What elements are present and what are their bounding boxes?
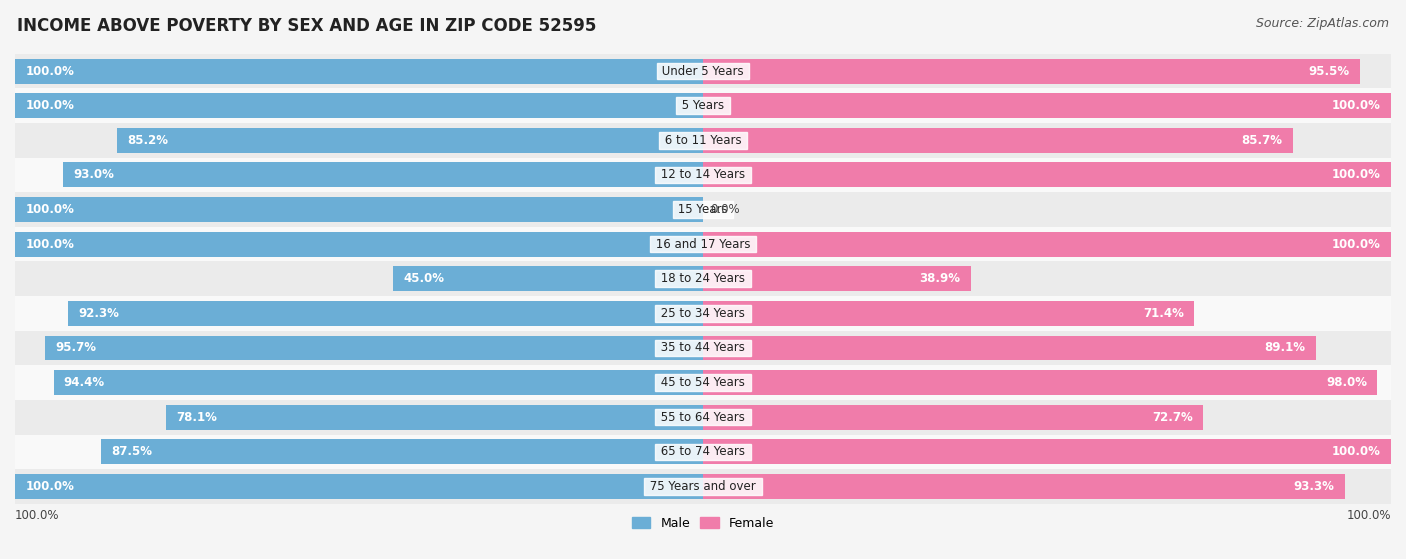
Bar <box>45 335 703 361</box>
Text: 100.0%: 100.0% <box>1331 168 1381 181</box>
Bar <box>703 405 1204 430</box>
Bar <box>394 266 703 291</box>
Text: 100.0%: 100.0% <box>1331 238 1381 250</box>
Text: 16 and 17 Years: 16 and 17 Years <box>652 238 754 250</box>
Text: 78.1%: 78.1% <box>176 411 217 424</box>
Bar <box>703 128 1292 153</box>
Bar <box>15 227 1391 262</box>
Text: 85.7%: 85.7% <box>1241 134 1282 147</box>
Bar <box>703 370 1378 395</box>
Text: 92.3%: 92.3% <box>79 307 120 320</box>
Text: 100.0%: 100.0% <box>25 64 75 78</box>
Text: 100.0%: 100.0% <box>15 509 59 522</box>
Bar <box>703 301 1194 326</box>
Bar <box>15 469 1391 504</box>
Text: 100.0%: 100.0% <box>1331 99 1381 112</box>
Text: 100.0%: 100.0% <box>25 99 75 112</box>
Text: 5 Years: 5 Years <box>678 99 728 112</box>
Bar <box>703 474 1346 499</box>
Bar <box>15 434 1391 469</box>
Text: 93.0%: 93.0% <box>73 168 114 181</box>
Text: 98.0%: 98.0% <box>1326 376 1367 389</box>
Bar <box>15 296 1391 331</box>
Bar <box>15 365 1391 400</box>
Text: 75 Years and over: 75 Years and over <box>647 480 759 493</box>
Bar <box>15 192 1391 227</box>
Bar <box>15 88 1391 123</box>
Text: 18 to 24 Years: 18 to 24 Years <box>657 272 749 285</box>
Text: 100.0%: 100.0% <box>25 238 75 250</box>
Bar <box>15 231 703 257</box>
Text: 35 to 44 Years: 35 to 44 Years <box>657 342 749 354</box>
Bar <box>15 123 1391 158</box>
Bar <box>15 262 1391 296</box>
Bar <box>15 59 703 83</box>
Bar <box>703 163 1391 187</box>
Bar <box>15 54 1391 88</box>
Text: 55 to 64 Years: 55 to 64 Years <box>657 411 749 424</box>
Text: 45 to 54 Years: 45 to 54 Years <box>657 376 749 389</box>
Text: 72.7%: 72.7% <box>1152 411 1192 424</box>
Text: 100.0%: 100.0% <box>25 203 75 216</box>
Text: 6 to 11 Years: 6 to 11 Years <box>661 134 745 147</box>
Bar <box>703 266 970 291</box>
Text: 65 to 74 Years: 65 to 74 Years <box>657 446 749 458</box>
Text: 100.0%: 100.0% <box>25 480 75 493</box>
Bar <box>703 335 1316 361</box>
Bar <box>15 93 703 118</box>
Bar <box>15 400 1391 434</box>
Text: 100.0%: 100.0% <box>1347 509 1391 522</box>
Bar <box>101 439 703 465</box>
Bar <box>15 197 703 222</box>
Bar <box>703 439 1391 465</box>
Bar <box>15 474 703 499</box>
Bar <box>15 158 1391 192</box>
Bar <box>703 93 1391 118</box>
Text: 71.4%: 71.4% <box>1143 307 1184 320</box>
Text: 95.7%: 95.7% <box>55 342 96 354</box>
Text: 0.0%: 0.0% <box>710 203 740 216</box>
Bar <box>67 301 703 326</box>
Text: INCOME ABOVE POVERTY BY SEX AND AGE IN ZIP CODE 52595: INCOME ABOVE POVERTY BY SEX AND AGE IN Z… <box>17 17 596 35</box>
Text: 15 Years: 15 Years <box>675 203 731 216</box>
Text: 38.9%: 38.9% <box>920 272 960 285</box>
Bar <box>166 405 703 430</box>
Bar <box>703 59 1360 83</box>
Bar <box>53 370 703 395</box>
Text: 85.2%: 85.2% <box>127 134 169 147</box>
Text: 100.0%: 100.0% <box>1331 446 1381 458</box>
Legend: Male, Female: Male, Female <box>627 512 779 535</box>
Text: Source: ZipAtlas.com: Source: ZipAtlas.com <box>1256 17 1389 30</box>
Text: 25 to 34 Years: 25 to 34 Years <box>657 307 749 320</box>
Text: 87.5%: 87.5% <box>111 446 152 458</box>
Bar <box>63 163 703 187</box>
Bar <box>703 231 1391 257</box>
Text: 93.3%: 93.3% <box>1294 480 1334 493</box>
Text: 89.1%: 89.1% <box>1264 342 1306 354</box>
Text: 95.5%: 95.5% <box>1309 64 1350 78</box>
Bar <box>15 331 1391 365</box>
Bar <box>117 128 703 153</box>
Text: 45.0%: 45.0% <box>404 272 444 285</box>
Text: 12 to 14 Years: 12 to 14 Years <box>657 168 749 181</box>
Text: Under 5 Years: Under 5 Years <box>658 64 748 78</box>
Text: 94.4%: 94.4% <box>63 376 105 389</box>
